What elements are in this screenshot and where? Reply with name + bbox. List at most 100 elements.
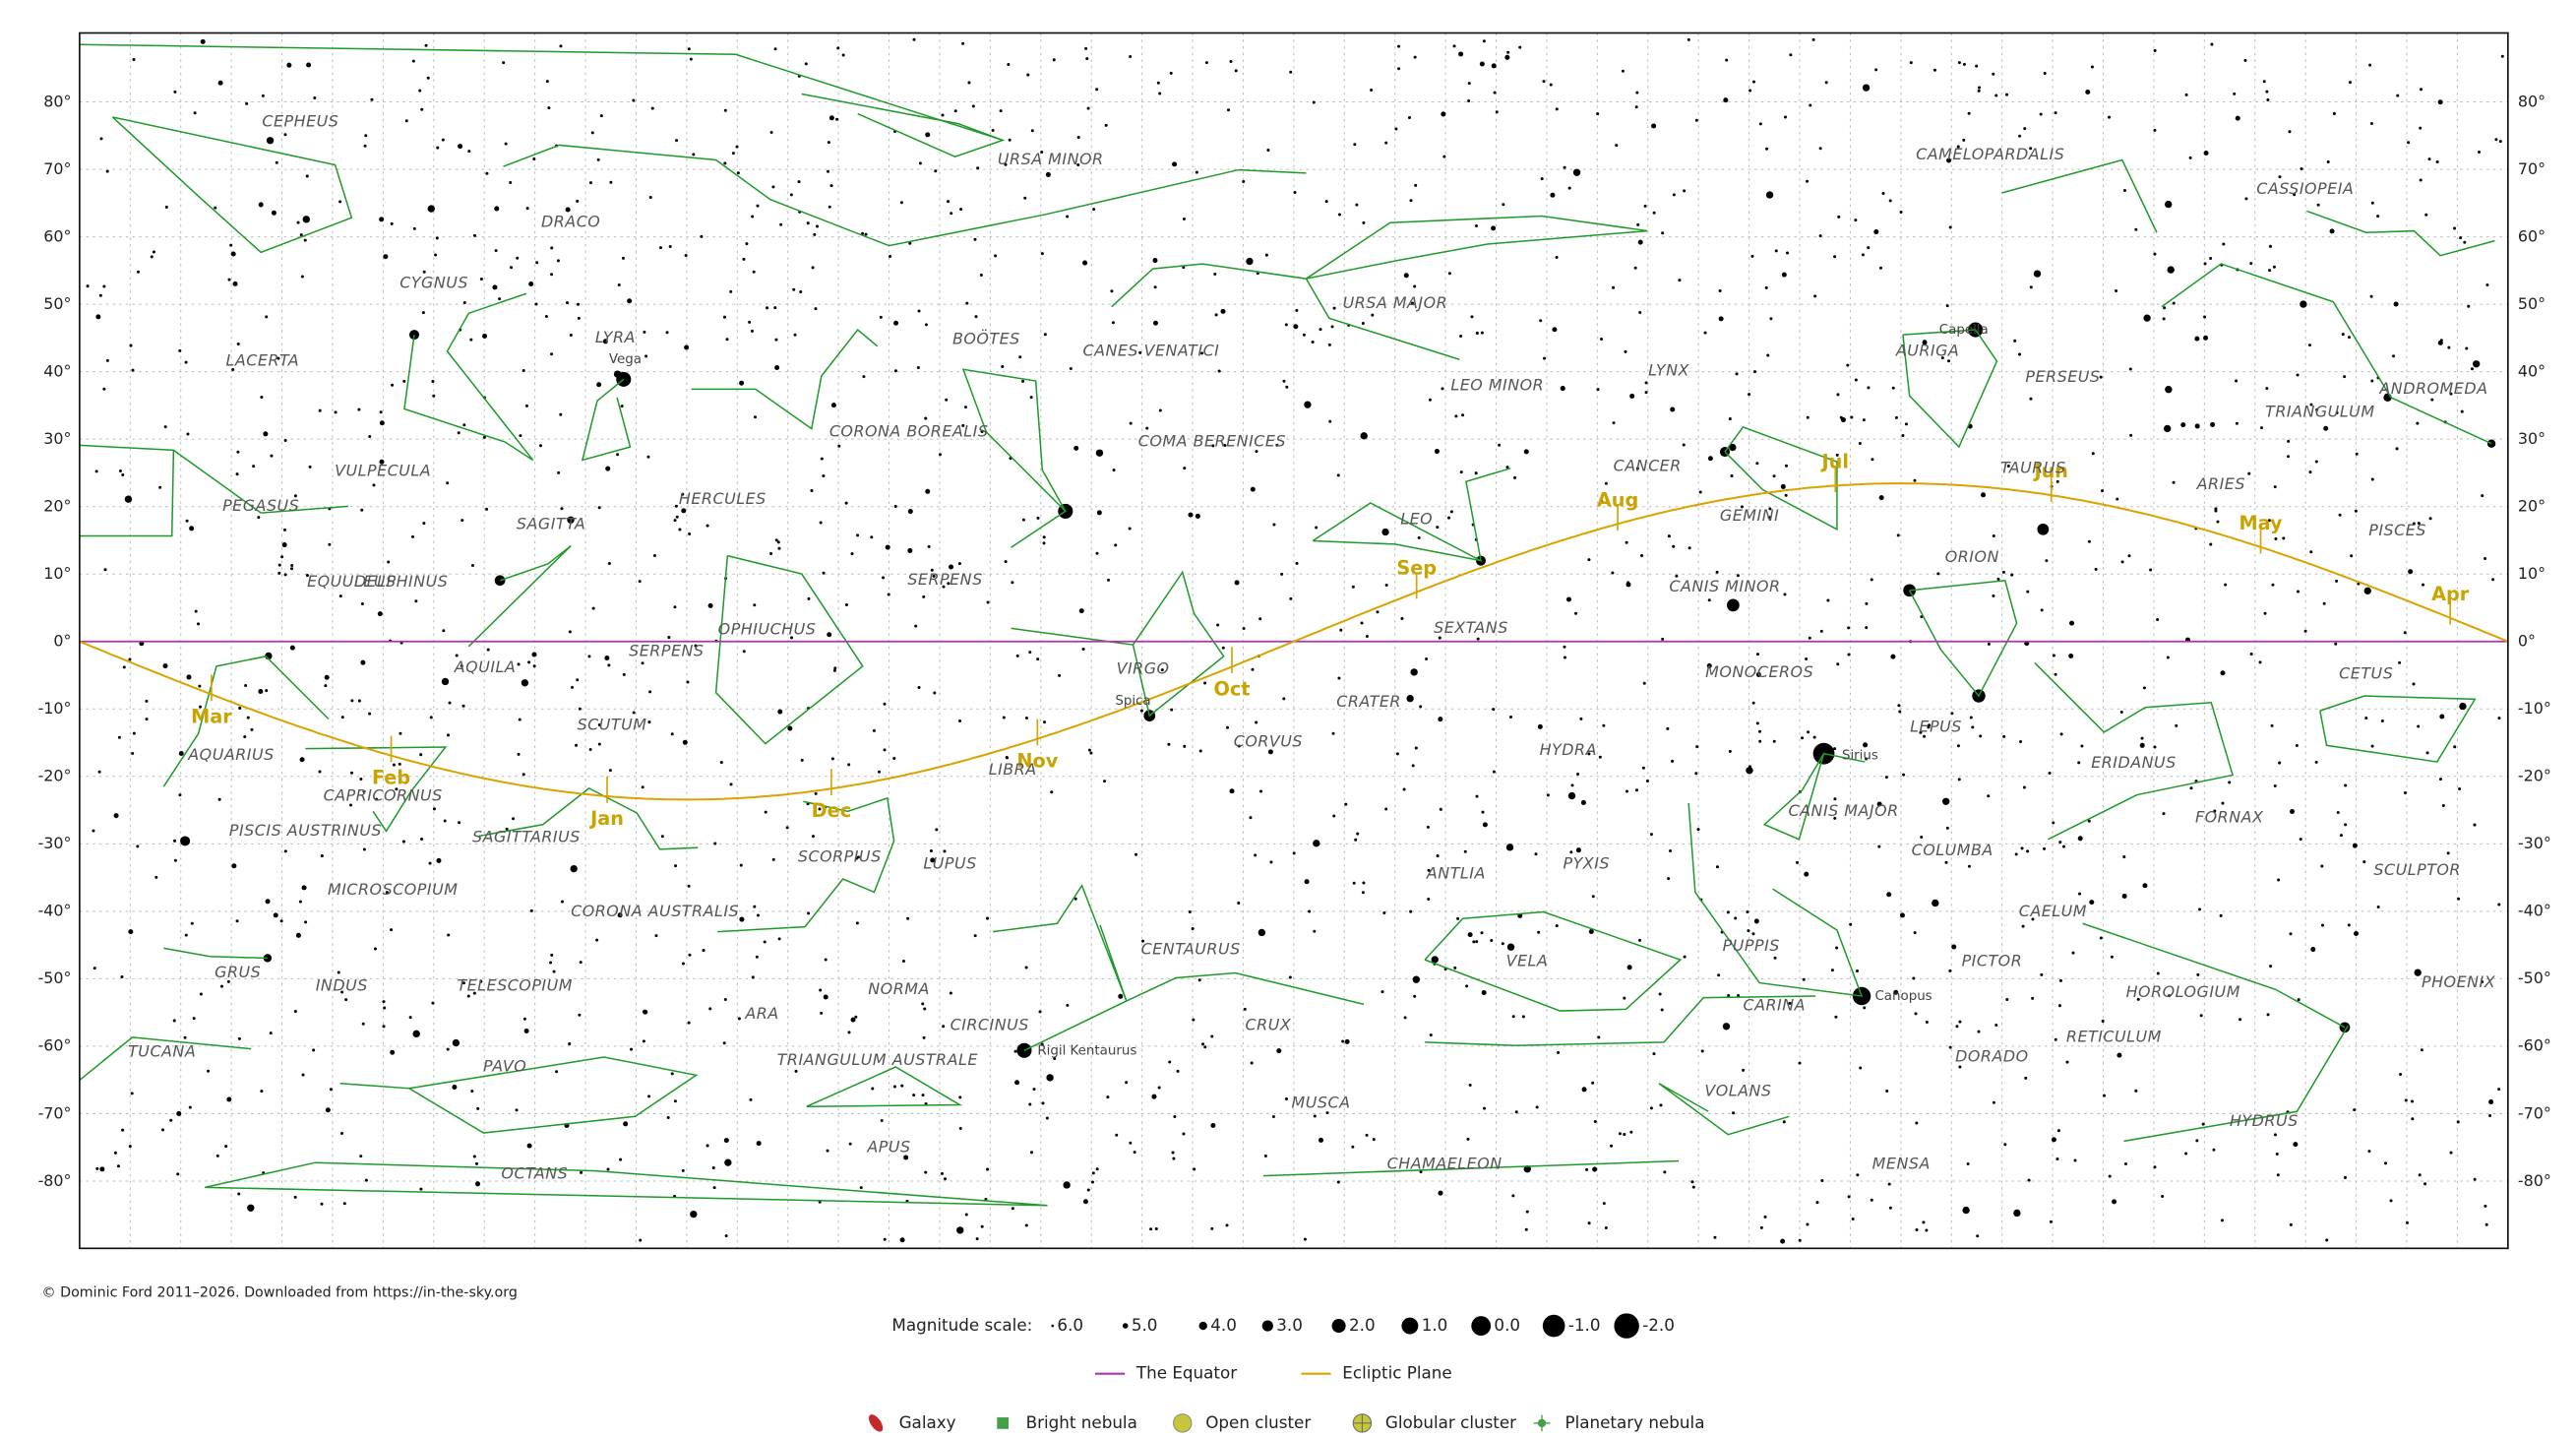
star [432,807,436,811]
star [1979,734,1983,738]
star [1994,94,1998,97]
star [1902,773,1906,777]
star [1769,317,1773,321]
star [435,236,439,240]
star [1763,1215,1767,1219]
star [1480,331,1484,335]
star [1125,1081,1129,1085]
star [1254,853,1257,857]
constellation-line [691,329,879,430]
star [912,1094,916,1097]
star [324,684,328,688]
magnitude-label: 1.0 [1422,1315,1448,1335]
star [1915,1228,1919,1232]
star [826,1149,829,1153]
star [237,1036,241,1040]
star [1645,779,1649,783]
star [2033,270,2042,278]
star [1304,879,1310,885]
constellation-label: CYGNUS [399,274,468,292]
star [1877,844,1881,848]
star [131,752,135,756]
star [524,404,528,407]
star [752,270,756,274]
star [1407,115,1411,119]
star [1152,320,1158,326]
constellation-label: CORVUS [1234,731,1303,750]
star [1572,168,1581,176]
star [1849,922,1853,926]
star [545,80,549,84]
star [560,900,564,904]
star [1128,527,1132,531]
star [2058,978,2062,982]
dec-label: -20° [2518,767,2551,785]
star [588,747,592,752]
star [1351,585,1355,589]
star [1018,355,1022,359]
star [1698,490,1702,494]
constellation-label: OPHIUCHUS [718,620,817,639]
star [517,752,521,756]
star [1492,708,1496,712]
star [2273,485,2277,489]
star [893,505,897,509]
star [1465,984,1469,988]
star [565,301,569,305]
star [756,204,760,208]
star [1360,621,1364,625]
star [1354,838,1358,842]
star [295,932,301,938]
star [739,863,743,867]
star [2239,1018,2242,1022]
star [1574,611,1578,615]
star [1751,701,1755,705]
star [2348,81,2353,85]
star [674,864,678,868]
star [2355,452,2359,456]
star [980,429,984,433]
star [935,828,939,832]
star [2310,947,2316,953]
star [736,171,740,175]
star [1476,637,1480,641]
star [2153,128,2157,132]
star [1847,626,1851,630]
star [2267,519,2271,523]
star [1759,1225,1763,1229]
star [1330,325,1334,329]
star [1506,943,1515,951]
star [971,104,975,108]
star [178,751,184,757]
star [342,1202,346,1206]
star [872,728,876,732]
star [848,1142,852,1146]
star [1029,1151,1033,1155]
star [1328,419,1332,423]
star [99,137,103,141]
star [318,408,322,412]
constellation-line [717,796,895,933]
star [673,605,677,609]
star [280,555,284,559]
star [2325,1238,2329,1242]
constellation-line [2123,1025,2349,1143]
star [1772,474,1776,478]
star [1008,138,1012,142]
star [756,913,761,917]
star [1694,118,1698,122]
constellation-label: EQUULEUS [307,572,397,591]
constellation-label: DORADO [1955,1046,2029,1065]
star [494,206,500,212]
star [914,624,918,628]
star [1139,709,1143,713]
star [2341,333,2345,337]
star [1223,444,1227,448]
star [739,380,745,386]
star [1873,229,1879,235]
star [938,453,942,457]
star [2149,568,2153,572]
star [1783,115,1787,119]
constellation-lines [79,43,2495,1207]
star [1612,421,1616,425]
